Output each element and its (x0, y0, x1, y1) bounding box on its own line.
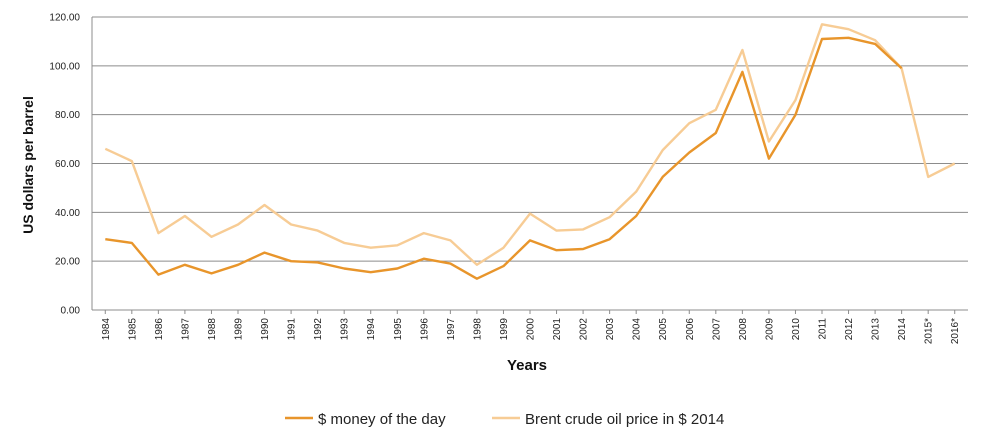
y-tick-label: 100.00 (49, 61, 80, 72)
x-tick-labels: 1984 1985 1986 1987 1988 1989 1990 1991 1992 1993… (101, 318, 961, 345)
y-tick-label: 80.00 (55, 110, 80, 121)
x-tick-label: 1986 (154, 318, 165, 341)
x-tick-label: 2007 (711, 318, 722, 341)
x-tick-label: 2006 (685, 318, 696, 341)
x-tick-label: 2011 (818, 318, 829, 340)
y-tick-label: 40.00 (55, 208, 80, 219)
x-tick-label: 1995 (393, 318, 404, 341)
x-tick-label: 2001 (552, 318, 563, 341)
x-tick-label: 1998 (472, 318, 483, 341)
x-tick-label: 2005 (658, 318, 669, 341)
x-tick-label: 2004 (632, 318, 643, 341)
x-tick-label: 1992 (313, 318, 324, 341)
x-tick-label: 1988 (207, 318, 218, 341)
x-tick-label: 2016* (950, 318, 961, 344)
x-tick-label: 2000 (526, 318, 537, 341)
y-axis-title: US dollars per barrel (20, 96, 36, 234)
x-tick-label: 2015* (924, 318, 935, 344)
series-lines (104, 23, 956, 280)
x-tick-label: 2013 (871, 318, 882, 341)
x-tick-label: 2014 (897, 318, 908, 341)
y-tick-label: 120.00 (49, 13, 80, 24)
series-line-brent-2014 (104, 23, 956, 266)
x-tick-label: 2008 (738, 318, 749, 341)
x-tick-label: 1989 (234, 318, 245, 341)
x-tick-label: 1987 (180, 318, 191, 341)
y-tick-label: 20.00 (55, 257, 80, 268)
y-tick-label: 0.00 (61, 306, 81, 317)
x-tick-label: 1991 (287, 318, 298, 341)
legend-label-money-of-the-day: $ money of the day (318, 411, 446, 428)
x-tick-label: 2002 (579, 318, 590, 341)
x-tick-label: 1999 (499, 318, 510, 341)
x-tick-label: 2009 (764, 318, 775, 341)
x-tick-label: 1993 (340, 318, 351, 341)
x-tick-label: 1997 (446, 318, 457, 341)
x-tick-label: 1996 (419, 318, 430, 341)
x-axis-title: Years (507, 357, 547, 374)
y-tick-label: 60.00 (55, 159, 80, 170)
legend: $ money of the day Brent crude oil price… (285, 411, 724, 428)
x-tick-label: 1984 (101, 318, 112, 341)
x-tick-label: 2010 (791, 318, 802, 341)
x-tick-label: 2003 (605, 318, 616, 341)
y-tick-labels: 0.00 20.00 40.00 60.00 80.00 100.00 120.00 (49, 13, 80, 317)
x-tick-label: 2012 (844, 318, 855, 341)
x-tick-label: 1985 (127, 318, 138, 341)
x-tick-label: 1990 (260, 318, 271, 341)
series-line-money-of-the-day (105, 36, 903, 280)
x-tick-label: 1994 (366, 318, 377, 341)
legend-label-brent-2014: Brent crude oil price in $ 2014 (525, 411, 724, 428)
gridlines (91, 16, 968, 314)
